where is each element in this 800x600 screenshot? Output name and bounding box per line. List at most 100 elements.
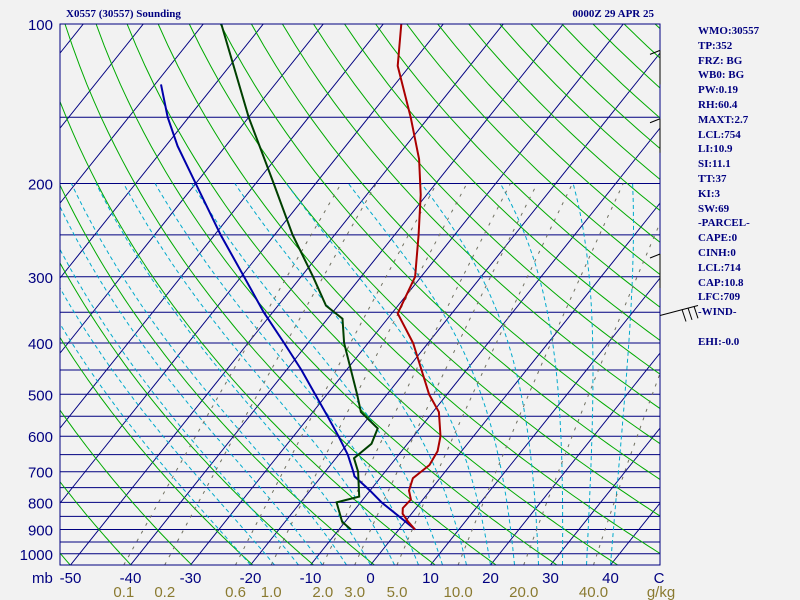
mixing-ratio-label: 3.0 [344,584,365,600]
temperature-tick-label: 10 [422,570,439,587]
wind-barb [681,309,687,322]
pressure-unit-label: mb [32,570,53,587]
isotherm-line [550,427,660,565]
dry-adiabat-line [0,24,9,565]
stat-row: LCL:714 [698,261,741,274]
temperature-tick-label: -10 [300,570,322,587]
isotherm-line [0,24,23,565]
stat-row: PW:0.19 [698,84,739,97]
mixing-ratio-label: 2.0 [312,584,333,600]
stat-row: WB0: BG [698,69,745,82]
mixing-ratio-line [164,183,377,565]
dry-adiabat-line [188,24,660,517]
stat-row: RH:60.4 [698,98,738,111]
mixing-ratio-line [354,183,538,565]
stat-row: WMO:30557 [698,25,760,37]
mixing-ratio-label: 5.0 [387,584,408,600]
wind-barb [649,118,661,124]
dry-adiabat-line [281,24,660,410]
temperature-tick-label: 20 [482,570,499,587]
dry-adiabat-line [344,24,660,341]
pressure-tick-label: 600 [28,429,53,446]
isotherm-line [70,24,504,565]
mixing-ratio-line [396,183,573,565]
pressure-tick-label: 300 [28,270,53,287]
mixing-ratio-line [523,221,660,565]
temperature-tick-label: C [654,570,665,587]
dry-adiabat-line [60,480,132,565]
dewpoint-trace [220,24,379,531]
moist-adiabat-line [70,183,347,565]
stat-row: KI:3 [698,187,720,200]
parcel-trace [160,84,416,531]
stat-row: TT:37 [698,172,727,185]
moist-adiabat-line [60,286,275,565]
mixing-ratio-line [322,183,511,565]
isotherm-line [60,24,264,279]
mixing-ratio-line [123,183,342,565]
temperature-tick-label: -20 [240,570,262,587]
isotherm-line [370,202,660,565]
stat-row: SI:11.1 [698,158,731,171]
moist-adiabat-line [610,183,634,565]
dry-adiabat-line [60,409,193,565]
dry-adiabat-line [219,24,660,481]
isotherm-line [130,24,564,565]
dry-adiabat-line [157,24,660,555]
mixing-ratio-line [235,183,438,565]
temperature-tick-label: -30 [180,570,202,587]
moist-adiabat-line [420,183,539,565]
pressure-tick-label: 100 [28,17,53,34]
isotherm-line [60,24,444,504]
pressure-tick-label: 500 [28,387,53,404]
dry-adiabat-line [313,24,660,375]
stat-row: LFC:709 [698,291,741,304]
stat-row: MAXT:2.7 [698,113,749,126]
dry-adiabat-line [250,24,660,445]
isotherm-line [60,24,384,429]
station-title: X0557 (30557) Sounding [66,8,181,20]
stat-row: CAPE:0 [698,232,738,245]
isotherm-line [250,52,660,565]
isotherm-line [430,277,660,565]
stat-row: -WIND- [698,306,737,319]
mixing-ratio-label: 0.6 [225,584,246,600]
wind-barb [687,307,693,321]
wind-barb [659,305,699,316]
mixing-ratio-line [593,372,660,565]
moist-adiabat-line [191,183,443,565]
mixing-ratio-label: 0.2 [154,584,175,600]
moist-adiabat-line [95,183,371,565]
dry-adiabat-line [95,24,558,565]
pressure-tick-label: 1000 [20,547,53,564]
dry-adiabat-line [64,24,497,565]
temperature-tick-label: 30 [542,570,559,587]
dry-adiabat-line [60,100,436,565]
mixing-ratio-label: 0.1 [113,584,134,600]
isotherm-line [60,24,144,129]
stat-row: CINH:0 [698,246,736,259]
stat-row: EHI:-0.0 [698,335,740,348]
wind-barb [693,306,699,319]
moist-adiabat-line [348,183,515,565]
moist-adiabat-line [154,183,419,565]
moist-adiabat-line [123,183,395,565]
mixing-ratio-label: 10.0 [444,584,473,600]
stat-row: FRZ: BG [698,54,743,67]
isotherm-line [310,127,660,565]
mixing-ratio-label: 40.0 [579,584,608,600]
mixing-ratio-unit-label: g/kg [647,584,675,600]
moist-adiabat-line [60,248,299,565]
temperature-trace [396,24,442,531]
pressure-tick-label: 800 [28,495,53,512]
mixing-ratio-line [457,183,624,565]
dry-adiabat-line [406,24,660,276]
stat-row: LCL:754 [698,128,741,141]
stat-row: TP:352 [698,39,733,52]
moist-adiabat-line [60,205,323,565]
dry-adiabat-line [375,24,660,308]
temperature-tick-label: -40 [120,570,142,587]
pressure-tick-label: 700 [28,465,53,482]
dry-adiabat-line [60,262,314,565]
